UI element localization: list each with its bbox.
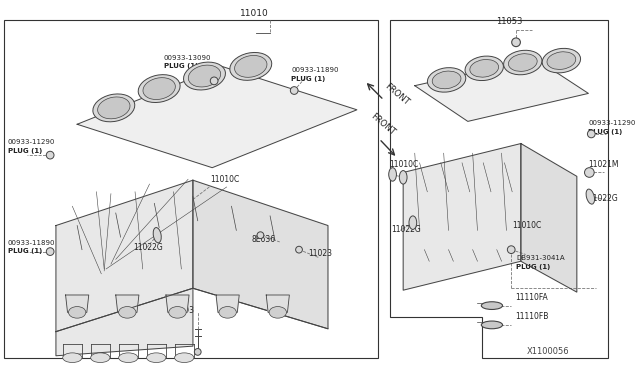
Text: DB931-3041A: DB931-3041A bbox=[516, 255, 564, 261]
Polygon shape bbox=[56, 288, 193, 356]
Text: PLUG (1): PLUG (1) bbox=[8, 248, 42, 254]
Text: X1100056: X1100056 bbox=[527, 347, 569, 356]
Ellipse shape bbox=[68, 307, 86, 318]
Text: PLUG (1): PLUG (1) bbox=[164, 63, 198, 69]
Ellipse shape bbox=[230, 52, 272, 80]
Text: 12293: 12293 bbox=[170, 306, 194, 315]
Ellipse shape bbox=[188, 65, 221, 87]
Bar bbox=[4, 20, 378, 358]
Text: 11010C: 11010C bbox=[390, 160, 419, 169]
Circle shape bbox=[46, 151, 54, 159]
Ellipse shape bbox=[428, 68, 466, 92]
Polygon shape bbox=[216, 295, 239, 312]
Ellipse shape bbox=[138, 75, 180, 103]
Ellipse shape bbox=[542, 48, 580, 73]
Text: 11110FB: 11110FB bbox=[515, 312, 548, 321]
Ellipse shape bbox=[269, 307, 287, 318]
Polygon shape bbox=[166, 295, 189, 312]
Ellipse shape bbox=[91, 353, 110, 363]
Ellipse shape bbox=[219, 307, 236, 318]
Text: 11010C: 11010C bbox=[211, 175, 239, 184]
Text: 11022G: 11022G bbox=[588, 194, 618, 203]
Ellipse shape bbox=[388, 168, 396, 181]
Ellipse shape bbox=[432, 71, 461, 89]
Polygon shape bbox=[77, 66, 357, 168]
Circle shape bbox=[195, 349, 201, 355]
Text: 00933-11890: 00933-11890 bbox=[8, 240, 55, 246]
Text: 00933-11890: 00933-11890 bbox=[291, 67, 339, 73]
Ellipse shape bbox=[465, 56, 504, 81]
Text: 11022G: 11022G bbox=[392, 225, 421, 234]
Polygon shape bbox=[193, 180, 328, 329]
Ellipse shape bbox=[153, 228, 161, 243]
Ellipse shape bbox=[175, 353, 194, 363]
Circle shape bbox=[588, 130, 595, 138]
Ellipse shape bbox=[508, 54, 537, 71]
Text: PLUG (1): PLUG (1) bbox=[588, 129, 623, 135]
Circle shape bbox=[296, 246, 302, 253]
Ellipse shape bbox=[118, 307, 136, 318]
Circle shape bbox=[211, 77, 218, 85]
Ellipse shape bbox=[481, 321, 502, 329]
Ellipse shape bbox=[63, 353, 82, 363]
Polygon shape bbox=[266, 295, 289, 312]
Text: 11023: 11023 bbox=[308, 249, 333, 258]
Circle shape bbox=[508, 246, 515, 254]
Text: 00933-11290: 00933-11290 bbox=[8, 140, 55, 145]
Ellipse shape bbox=[93, 94, 135, 122]
Ellipse shape bbox=[481, 302, 502, 310]
Ellipse shape bbox=[399, 171, 407, 184]
Ellipse shape bbox=[169, 307, 186, 318]
Ellipse shape bbox=[586, 189, 595, 204]
Polygon shape bbox=[390, 20, 607, 358]
Text: FRONT: FRONT bbox=[369, 112, 396, 137]
Ellipse shape bbox=[470, 60, 499, 77]
Ellipse shape bbox=[235, 55, 267, 77]
Text: 11021M: 11021M bbox=[588, 160, 619, 169]
Ellipse shape bbox=[98, 97, 130, 119]
Polygon shape bbox=[116, 295, 139, 312]
Polygon shape bbox=[65, 295, 89, 312]
Circle shape bbox=[46, 248, 54, 256]
Text: 11010C: 11010C bbox=[512, 221, 541, 230]
Text: FRONT: FRONT bbox=[383, 81, 411, 107]
Ellipse shape bbox=[147, 353, 166, 363]
Text: 00933-13090: 00933-13090 bbox=[164, 55, 211, 61]
Ellipse shape bbox=[143, 78, 175, 99]
Ellipse shape bbox=[409, 216, 417, 230]
Text: PLUG (1): PLUG (1) bbox=[291, 76, 326, 82]
Polygon shape bbox=[415, 59, 588, 121]
Text: 11022G: 11022G bbox=[133, 243, 163, 251]
Text: 11110FA: 11110FA bbox=[515, 293, 548, 302]
Text: PLUG (1): PLUG (1) bbox=[8, 148, 42, 154]
Text: 11010: 11010 bbox=[240, 9, 269, 18]
Polygon shape bbox=[521, 144, 577, 292]
Text: 00933-11290: 00933-11290 bbox=[588, 120, 636, 126]
Ellipse shape bbox=[504, 50, 542, 75]
Ellipse shape bbox=[184, 62, 225, 90]
Circle shape bbox=[512, 38, 520, 46]
Text: 8E636: 8E636 bbox=[252, 235, 276, 244]
Polygon shape bbox=[56, 180, 193, 332]
Ellipse shape bbox=[118, 353, 138, 363]
Text: PLUG (1): PLUG (1) bbox=[516, 264, 550, 270]
Ellipse shape bbox=[547, 52, 576, 70]
Circle shape bbox=[257, 232, 264, 238]
Text: 11053: 11053 bbox=[496, 17, 522, 26]
Circle shape bbox=[584, 168, 594, 177]
Polygon shape bbox=[403, 144, 521, 290]
Circle shape bbox=[291, 87, 298, 94]
